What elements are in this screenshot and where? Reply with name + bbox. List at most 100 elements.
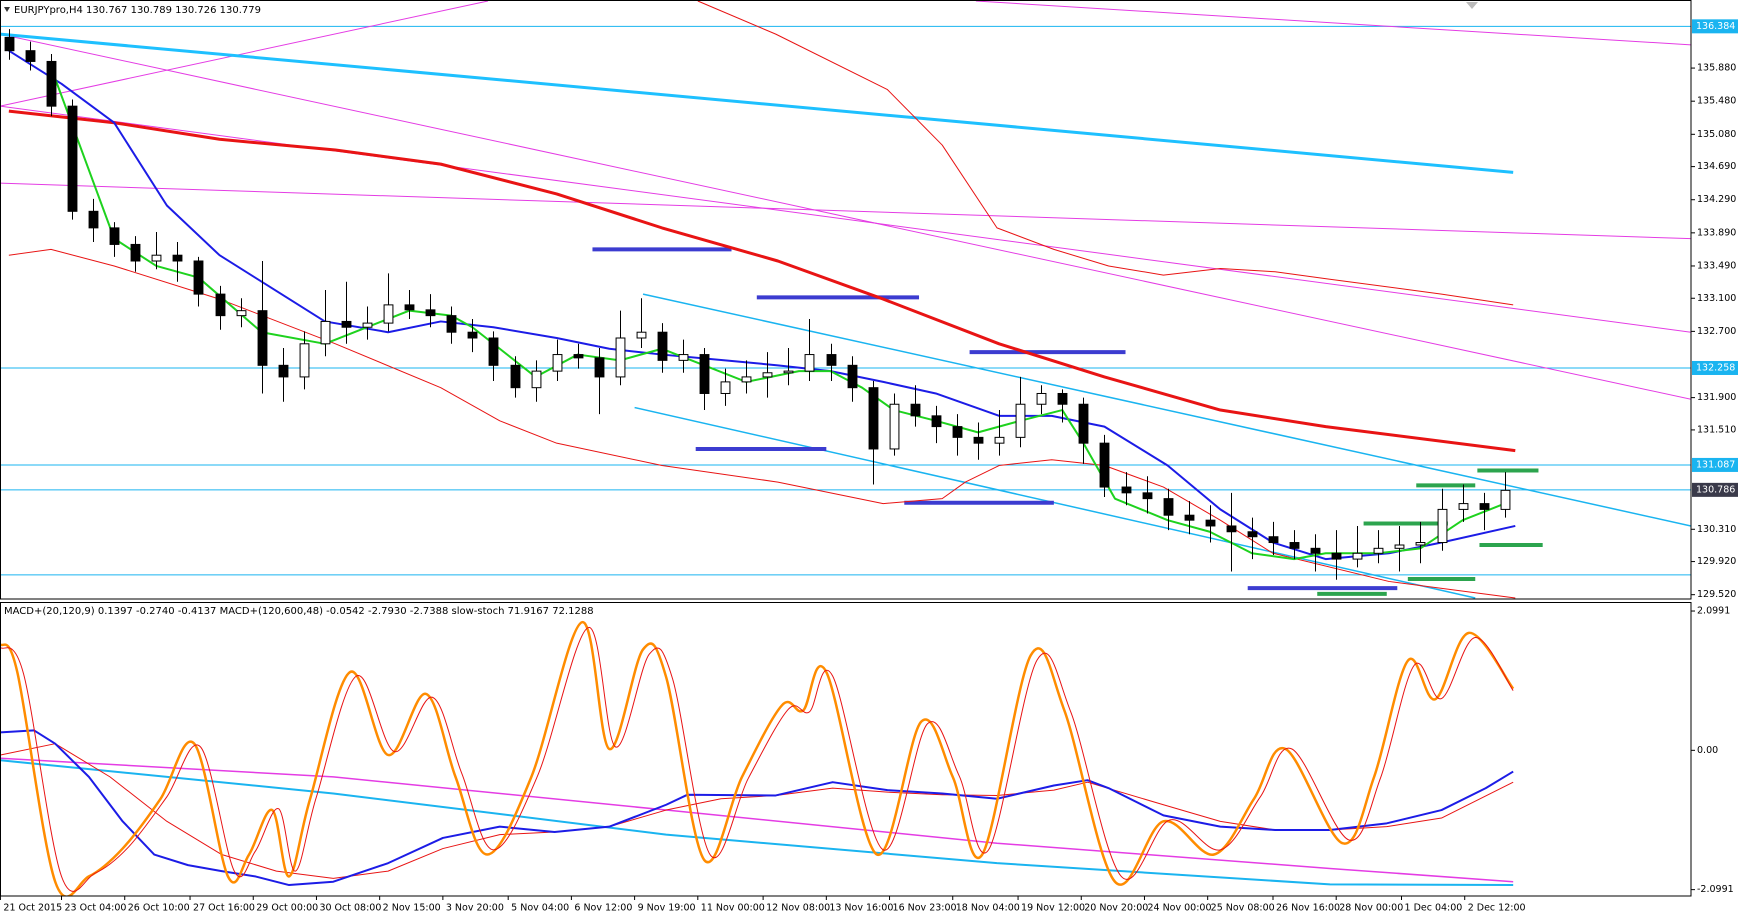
candle-body xyxy=(1310,547,1321,554)
candle-body xyxy=(130,243,141,262)
x-tick-label: 29 Oct 00:00 xyxy=(256,903,318,914)
candle-body xyxy=(847,364,858,389)
y-tick-label: 135.080 xyxy=(1697,129,1736,140)
y-tick-label: 129.520 xyxy=(1697,589,1736,600)
candle-body xyxy=(615,337,626,378)
candle-body xyxy=(1205,519,1216,527)
trend-line xyxy=(0,182,1691,240)
level-label-box xyxy=(1692,360,1738,375)
candle-body xyxy=(341,320,352,328)
candle-body xyxy=(236,310,247,317)
candle-body xyxy=(889,403,900,450)
candle-body xyxy=(257,310,268,366)
candle-body xyxy=(1500,489,1511,510)
level-label: 131.087 xyxy=(1696,459,1735,470)
candle-body xyxy=(1121,486,1132,494)
candle-body xyxy=(720,381,731,394)
candle-body xyxy=(1479,503,1490,510)
x-tick-label: 24 Nov 00:00 xyxy=(1147,903,1211,914)
level-label: 130.786 xyxy=(1696,484,1735,495)
level-label-box xyxy=(1692,19,1738,34)
candle-body xyxy=(973,436,984,444)
candle-body xyxy=(67,105,78,212)
x-tick-label: 9 Nov 19:00 xyxy=(638,903,696,914)
candle-body xyxy=(383,304,394,324)
y-tick-label: 0.00 xyxy=(1697,745,1718,756)
candle-body xyxy=(1394,544,1405,549)
candle-body xyxy=(446,315,457,333)
candle-body xyxy=(1373,547,1384,554)
candle-body xyxy=(1247,531,1258,538)
indicator-frame xyxy=(0,602,1692,897)
candle-body xyxy=(531,370,542,389)
indicator-line xyxy=(8,109,1516,453)
candle-body xyxy=(1415,542,1426,546)
candle-body xyxy=(1437,508,1448,544)
x-tick-label: 18 Nov 04:00 xyxy=(956,903,1020,914)
x-tick-label: 25 Nov 08:00 xyxy=(1211,903,1275,914)
candle-body xyxy=(320,320,331,345)
y-tick-label: 134.690 xyxy=(1697,161,1736,172)
trend-line xyxy=(0,32,1514,174)
candle-body xyxy=(1184,514,1195,521)
y-tick-label: 129.920 xyxy=(1697,556,1736,567)
x-tick-label: 28 Nov 00:00 xyxy=(1339,903,1403,914)
candle-body xyxy=(1015,403,1026,438)
level-label-box xyxy=(1692,457,1738,472)
price-plot xyxy=(0,0,1691,599)
y-tick-label: 132.700 xyxy=(1697,326,1736,337)
candle-body xyxy=(1268,536,1279,544)
x-tick-label: 2 Dec 12:00 xyxy=(1468,903,1526,914)
indicator-plot xyxy=(0,620,1515,896)
candle-body xyxy=(151,254,162,262)
y-tick-label: 135.480 xyxy=(1697,96,1736,107)
candle-body xyxy=(1057,392,1068,405)
y-tick-label: 133.890 xyxy=(1697,227,1736,238)
candle-body xyxy=(404,304,415,311)
y-tick-label: 2.0991 xyxy=(1697,606,1730,617)
candle-body xyxy=(594,357,605,378)
trend-line xyxy=(975,0,1691,46)
x-tick-label: 16 Nov 23:00 xyxy=(893,903,957,914)
candle-body xyxy=(910,403,921,417)
indicator-title: MACD+(20,120,9) 0.1397 -0.2740 -0.4137 M… xyxy=(4,606,594,617)
candle-body xyxy=(46,60,57,107)
candle-body xyxy=(1352,552,1363,560)
indicator-line xyxy=(50,66,1506,561)
candle-body xyxy=(215,293,226,317)
x-tick-label: 13 Nov 16:00 xyxy=(829,903,893,914)
candle-body xyxy=(88,210,99,229)
y-tick-label: 130.310 xyxy=(1697,524,1736,535)
candle-body xyxy=(552,354,563,372)
trend-line xyxy=(0,33,1691,400)
x-tick-label: 12 Nov 08:00 xyxy=(766,903,830,914)
candle-body xyxy=(868,387,879,450)
candle-body xyxy=(783,370,794,374)
x-tick-label: 26 Oct 10:00 xyxy=(128,903,190,914)
x-tick-label: 6 Nov 12:00 xyxy=(574,903,632,914)
candle-body xyxy=(299,343,310,378)
x-tick-label: 11 Nov 00:00 xyxy=(701,903,765,914)
y-tick-label: 134.290 xyxy=(1697,194,1736,205)
candle-body xyxy=(762,372,773,378)
candle-body xyxy=(25,50,36,62)
candle-body xyxy=(1142,492,1153,500)
candle-body xyxy=(1331,552,1342,560)
level-label-box xyxy=(1692,482,1738,497)
candle-body xyxy=(994,436,1005,444)
candle-body xyxy=(636,331,647,339)
candle-body xyxy=(699,354,710,394)
y-tick-label: 133.100 xyxy=(1697,293,1736,304)
x-tick-label: 20 Nov 20:00 xyxy=(1084,903,1148,914)
candle-body xyxy=(172,254,183,262)
indicator-line xyxy=(0,729,1514,887)
y-tick-label: 133.490 xyxy=(1697,260,1736,271)
price-title: EURJPYpro,H4 130.767 130.789 130.726 130… xyxy=(14,5,261,16)
candle-body xyxy=(657,331,668,361)
symbol-icon xyxy=(4,7,10,12)
x-tick-label: 26 Nov 16:00 xyxy=(1276,903,1340,914)
x-tick-label: 1 Dec 04:00 xyxy=(1405,903,1463,914)
candle-body xyxy=(510,364,521,389)
